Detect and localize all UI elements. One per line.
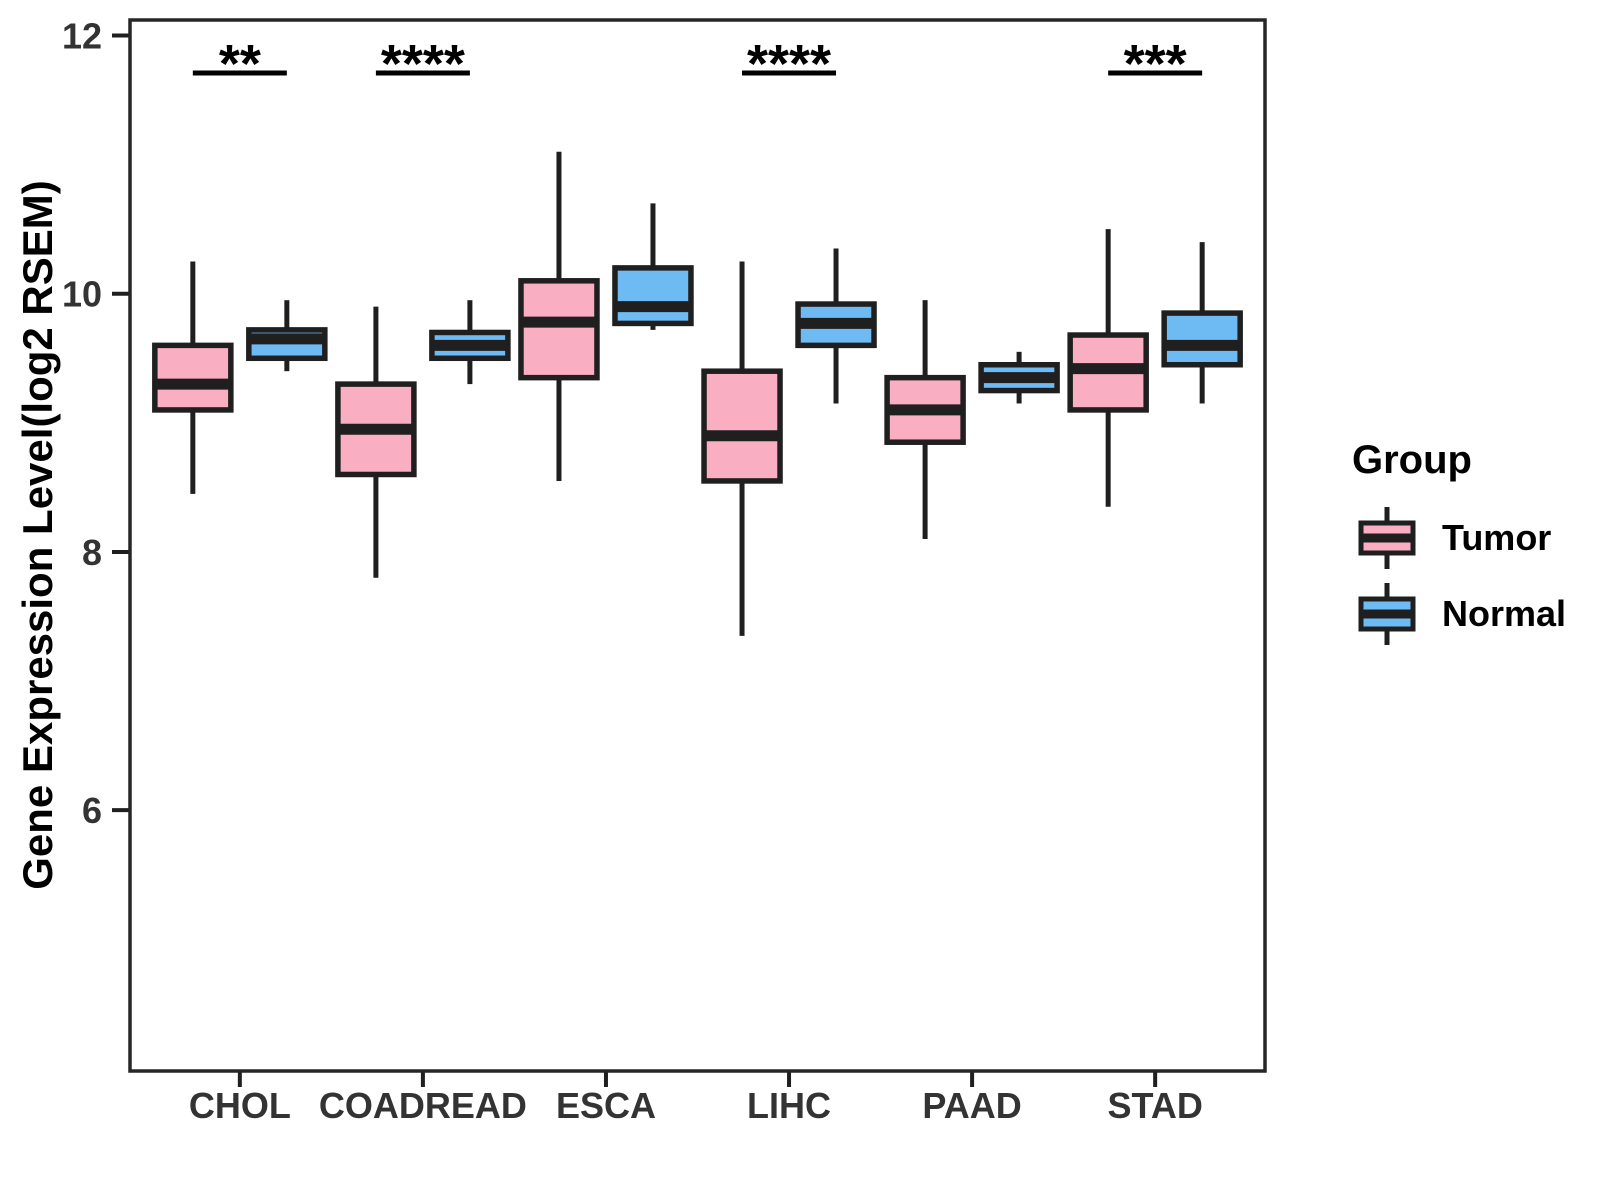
y-tick-label: 10	[62, 274, 102, 315]
significance-label: **	[219, 34, 261, 94]
significance-label: ****	[747, 34, 831, 94]
box-rect	[701, 368, 783, 484]
legend: Group Tumor Normal	[1352, 438, 1592, 657]
legend-label: Tumor	[1442, 517, 1552, 558]
legend-label: Normal	[1442, 593, 1567, 634]
box-rect	[1161, 310, 1243, 368]
x-tick-label: COADREAD	[319, 1085, 527, 1126]
y-tick-label: 8	[82, 532, 102, 573]
legend-key-tumor-icon	[1358, 507, 1416, 569]
y-tick-label: 6	[82, 790, 102, 831]
y-axis-title: Gene Expression Level(log2 RSEM)	[14, 180, 61, 890]
legend-item-tumor: Tumor	[1352, 505, 1592, 571]
box-rect	[152, 342, 234, 413]
y-tick-label: 12	[62, 15, 102, 56]
x-tick-label: PAAD	[922, 1085, 1021, 1126]
x-tick-label: LIHC	[747, 1085, 831, 1126]
x-tick-label: CHOL	[189, 1085, 291, 1126]
legend-key-normal-icon	[1358, 583, 1416, 645]
legend-item-normal: Normal	[1352, 581, 1592, 647]
legend-rows: Tumor Normal	[1352, 505, 1592, 647]
box-rect	[612, 265, 694, 327]
legend-title: Group	[1352, 438, 1472, 482]
x-tick-label: ESCA	[556, 1085, 656, 1126]
panel-border	[128, 18, 1267, 1073]
significance-label: ****	[381, 34, 465, 94]
significance-label: ***	[1124, 34, 1187, 94]
box-rect	[518, 278, 600, 381]
x-tick-label: STAD	[1107, 1085, 1202, 1126]
